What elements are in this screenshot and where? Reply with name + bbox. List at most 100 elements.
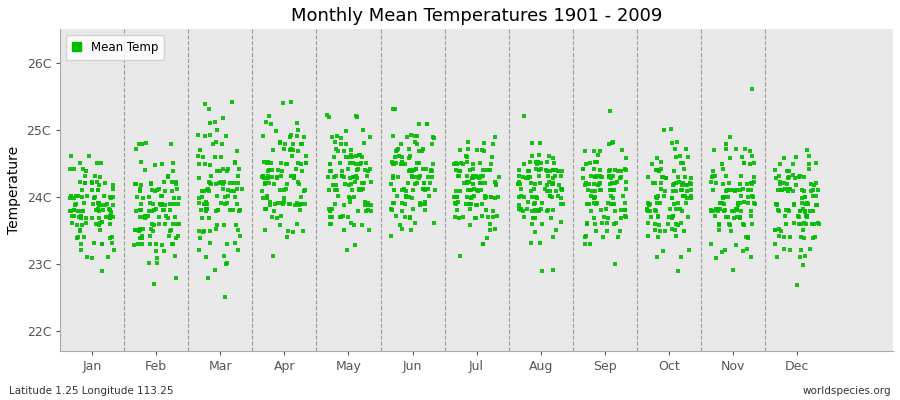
Point [462,187,476,194]
Point [132,227,147,233]
Point [805,221,819,227]
Point [602,181,616,188]
Point [165,179,179,186]
Point [721,214,735,220]
Point [529,208,544,215]
Point [204,180,219,187]
Point [169,275,184,281]
Point [290,132,304,139]
Point [797,253,812,260]
Point [719,173,733,179]
Point [355,154,369,160]
Point [104,208,119,215]
Point [474,201,489,207]
Point [717,201,732,208]
Point [746,193,760,200]
Point [482,227,497,233]
Point [286,146,301,153]
Point [802,160,816,167]
Point [197,201,211,207]
Point [361,200,375,206]
Point [521,199,535,206]
Point [276,199,291,206]
Point [450,206,464,213]
Point [747,174,761,180]
Point [202,105,216,112]
Point [85,215,99,221]
Point [228,240,242,246]
Point [388,154,402,160]
Point [418,199,433,206]
Point [292,202,306,208]
Point [488,226,502,232]
Point [91,206,105,213]
Point [474,213,489,219]
Point [209,226,223,232]
Point [606,201,620,207]
Point [450,194,464,200]
Point [289,200,303,206]
Point [194,207,208,213]
Point [723,186,737,193]
Point [332,214,347,220]
Point [334,134,348,141]
Point [587,195,601,201]
Point [290,120,304,127]
Point [778,207,793,213]
Point [511,181,526,187]
Point [474,180,489,186]
Point [590,159,605,165]
Point [729,146,743,152]
Point [401,194,416,200]
Point [103,194,117,200]
Point [447,214,462,220]
Point [210,127,224,133]
Point [275,168,290,174]
Point [230,186,244,192]
Point [394,160,409,166]
Point [322,213,337,220]
Point [100,200,114,207]
Point [90,179,104,186]
Point [211,207,225,213]
Point [67,166,81,172]
Point [417,180,431,186]
Point [320,112,334,119]
Point [807,181,822,188]
Point [406,187,420,194]
Point [166,195,181,201]
Point [278,140,293,147]
Point [133,214,148,220]
Point [804,180,818,187]
Point [684,195,698,201]
Point [580,220,594,227]
Point [477,140,491,146]
Point [356,140,371,146]
Point [719,188,733,194]
Point [343,174,357,181]
Point [808,193,823,200]
Point [405,195,419,201]
Point [581,187,596,194]
Point [343,160,357,167]
Point [384,206,399,212]
Point [680,182,694,188]
Point [641,220,655,226]
Point [410,133,424,140]
Point [770,207,785,213]
Point [210,222,224,228]
Point [409,220,423,226]
Point [223,207,238,214]
Point [279,234,293,240]
Point [144,180,158,186]
Point [527,200,542,206]
Point [408,181,422,188]
Point [386,200,400,206]
Point [606,195,620,201]
Point [392,174,406,180]
Point [192,160,206,167]
Point [419,166,434,172]
Point [533,140,547,146]
Point [385,175,400,181]
Point [705,174,719,180]
